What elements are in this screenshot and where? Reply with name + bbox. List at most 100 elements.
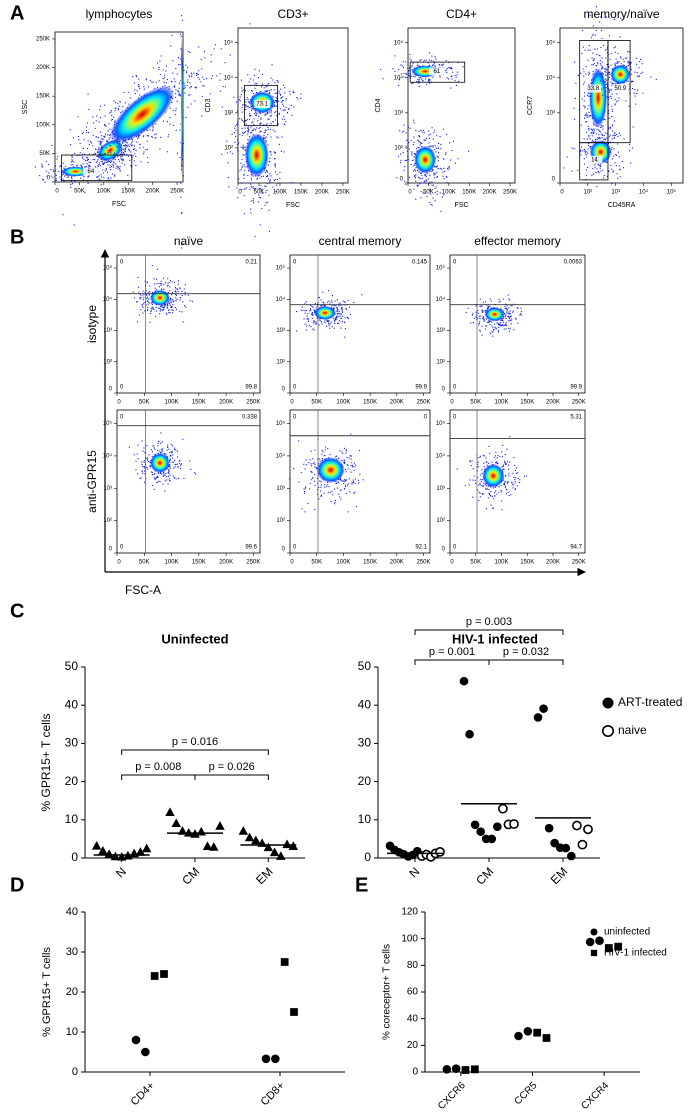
x-tick-label: 100K [165,400,179,406]
event-dot [268,91,270,93]
event-dot [180,196,182,198]
event-dot [184,291,186,293]
event-dot [102,163,104,165]
event-dot [275,101,277,103]
event-dot [138,78,140,80]
event-dot [516,472,518,474]
event-dot [87,93,89,95]
event-dot [122,106,124,108]
event-dot [169,299,171,301]
event-dot [151,455,153,457]
event-dot [113,116,115,118]
event-dot [449,142,451,144]
event-dot [110,177,112,179]
event-dot [600,80,602,82]
event-dot [247,139,249,141]
event-dot [71,161,73,163]
data-point [459,676,469,686]
event-dot [146,294,148,296]
event-dot [443,158,445,160]
event-dot [600,170,602,172]
event-dot [93,122,95,124]
data-point [165,807,175,816]
event-dot [481,309,483,311]
event-dot [79,155,81,157]
event-dot [139,297,141,299]
event-dot [84,153,86,155]
event-dot [334,300,336,302]
event-dot [477,457,479,459]
event-dot [350,465,352,467]
event-dot [181,247,183,249]
event-dot [336,313,338,315]
event-dot [244,104,246,106]
event-dot [479,329,481,331]
event-dot [267,134,269,136]
event-dot [421,79,423,81]
event-dot [591,135,593,137]
event-dot [144,473,146,475]
event-dot [509,299,511,301]
event-dot [341,310,343,312]
event-dot [173,86,175,88]
y-tick-label: 60 [407,987,419,998]
event-dot [348,317,350,319]
event-dot [451,75,453,77]
event-dot [481,469,483,471]
event-dot [603,73,605,75]
event-dot [119,166,121,168]
event-dot [178,92,180,94]
event-dot [167,278,169,280]
event-dot [583,138,585,140]
event-dot [310,309,312,311]
event-dot [405,61,407,63]
event-dot [71,176,73,178]
event-dot [583,158,585,160]
event-dot [609,141,611,143]
event-dot [617,151,619,153]
event-dot [267,128,269,130]
event-dot [577,74,579,76]
event-dot [344,469,346,471]
event-dot [609,126,611,128]
event-dot [582,68,584,70]
event-dot [588,92,590,94]
event-dot [100,158,102,160]
event-dot [87,158,89,160]
event-dot [175,463,177,465]
event-dot [122,158,124,160]
event-dot [249,113,251,115]
event-dot [168,470,170,472]
event-dot [264,90,266,92]
event-dot [488,320,490,322]
event-dot [585,152,587,154]
event-dot [348,306,350,308]
event-dot [200,59,202,61]
event-dot [137,321,139,323]
event-dot [54,167,56,169]
panel-label: B [10,226,24,248]
event-dot [86,131,88,133]
event-dot [357,479,359,481]
event-dot [274,119,276,121]
event-dot [143,86,145,88]
event-dot [623,138,625,140]
event-dot [603,86,605,88]
event-dot [249,188,251,190]
event-dot [59,166,61,168]
event-dot [599,131,601,133]
event-dot [511,305,513,307]
event-dot [169,286,171,288]
event-dot [514,464,516,466]
event-dot [478,484,480,486]
event-dot [284,109,286,111]
event-dot [298,481,300,483]
event-dot [483,462,485,464]
event-dot [149,291,151,293]
event-dot [289,90,291,92]
event-dot [507,316,509,318]
event-dot [589,146,591,148]
event-dot [306,325,308,327]
event-dot [506,312,508,314]
y-tick-label: 10⁵ [436,420,446,427]
